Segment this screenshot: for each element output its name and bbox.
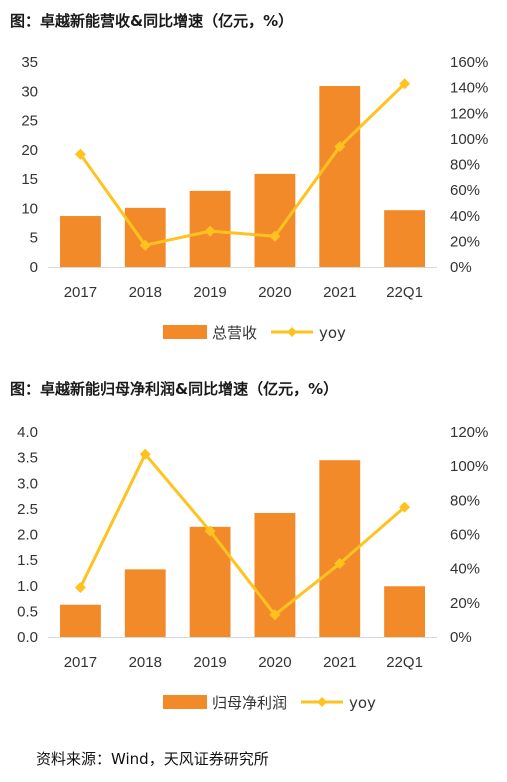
chart1-yoy-point xyxy=(204,225,216,237)
chart2-yoy-point xyxy=(139,448,151,460)
chart1-x-tick-label: 2019 xyxy=(193,284,226,301)
chart2-bar xyxy=(59,604,101,637)
chart2-y-right-tick-label: 80% xyxy=(450,492,480,509)
chart1-yoy-point xyxy=(74,148,86,160)
net-profit-chart: 0.0 0.5 1.0 1.5 2.0 2.5 3.0 3.5 4.0 0% 20% 40% 60% 80… xyxy=(17,424,488,712)
chart1-y-left-tick-label: 35 xyxy=(21,54,38,71)
chart2-x-tick-label: 22Q1 xyxy=(386,654,423,671)
chart1-y-left-tick-label: 25 xyxy=(21,113,38,130)
chart1-x-tick-label: 2017 xyxy=(64,284,97,301)
chart1-y-right-tick-label: 40% xyxy=(450,208,480,225)
chart1-bar xyxy=(319,86,361,267)
chart2-y-left-tick-label: 0.5 xyxy=(17,603,38,620)
chart2-y-left-tick-label: 1.5 xyxy=(17,552,38,569)
chart2-y-left-tick-label: 2.5 xyxy=(17,501,38,518)
chart2-legend-line-label: yoy xyxy=(349,694,376,712)
chart1-y-right-tick-label: 60% xyxy=(450,182,480,199)
chart1-y-left-tick-label: 15 xyxy=(21,171,38,188)
chart2-legend-line-marker xyxy=(317,697,327,707)
chart2-y-left-tick-label: 2.0 xyxy=(17,527,38,544)
chart1-legend-bar-label: 总营收 xyxy=(212,324,257,342)
chart2-y-left-tick-label: 0.0 xyxy=(17,629,38,646)
chart1-x-tick-label: 2021 xyxy=(323,284,356,301)
chart1-y-left-tick-label: 20 xyxy=(21,142,38,159)
chart1-yoy-point xyxy=(269,230,281,242)
chart1-x-tick-label: 22Q1 xyxy=(386,284,423,301)
chart2-y-left-tick-label: 3.0 xyxy=(17,475,38,492)
chart1-legend-line-label: yoy xyxy=(319,324,346,342)
chart2-bar xyxy=(319,460,361,637)
chart2-bar xyxy=(384,586,426,637)
chart2-x-tick-label: 2017 xyxy=(64,654,97,671)
chart2-y-right-tick-label: 60% xyxy=(450,527,480,544)
chart1-yoy-line xyxy=(79,82,406,247)
chart1-title: 图：卓越新能营收&同比增速（亿元，%） xyxy=(10,12,294,30)
chart1-yoy-point xyxy=(399,78,411,90)
chart2-y-left-tick-label: 4.0 xyxy=(17,424,38,441)
chart1-y-right-tick-label: 160% xyxy=(450,54,488,71)
chart1-y-right-tick-label: 120% xyxy=(450,105,488,122)
chart2-y-left-tick-label: 1.0 xyxy=(17,578,38,595)
chart2-yoy-point xyxy=(74,581,86,593)
chart1-y-right-tick-label: 20% xyxy=(450,233,480,250)
revenue-chart: 0 5 10 15 20 25 30 35 0% 20% 40% 60% 80% 100% 120% 140%… xyxy=(21,54,488,342)
chart1-x-tick-label: 2020 xyxy=(258,284,291,301)
chart1-y-left-tick-label: 0 xyxy=(30,259,38,276)
chart1-yoy-point xyxy=(139,239,151,251)
chart2-y-right-tick-label: 120% xyxy=(450,424,488,441)
chart1-x-tick-label: 2018 xyxy=(129,284,162,301)
chart2-y-right-tick-label: 40% xyxy=(450,561,480,578)
chart1-yoy-point xyxy=(334,141,346,153)
chart1-y-right-tick-label: 140% xyxy=(450,80,488,97)
chart1-y-left-tick-label: 30 xyxy=(21,83,38,100)
chart2-x-tick-label: 2018 xyxy=(129,654,162,671)
source-note: 资料来源：Wind，天风证券研究所 xyxy=(36,750,269,768)
chart2-x-tick-label: 2021 xyxy=(323,654,356,671)
chart2-bar xyxy=(124,569,166,637)
chart1-legend-line-marker xyxy=(287,327,297,337)
chart1-bar xyxy=(59,216,101,267)
chart2-legend-bar-label: 归母净利润 xyxy=(212,694,287,712)
chart2-y-left-tick-label: 3.5 xyxy=(17,450,38,467)
chart2-title: 图：卓越新能归母净利润&同比增速（亿元，%） xyxy=(10,380,339,398)
chart1-y-right-tick-label: 100% xyxy=(450,131,488,148)
chart1-y-right-tick-label: 80% xyxy=(450,157,480,174)
chart1-y-left-tick-label: 10 xyxy=(21,200,38,217)
chart1-bar xyxy=(254,173,296,267)
chart1-y-left-tick-label: 5 xyxy=(30,230,38,247)
chart2-legend-bar-swatch xyxy=(163,695,207,709)
chart1-bar xyxy=(384,210,426,267)
chart1-legend-bar-swatch xyxy=(163,325,207,339)
chart2-y-right-tick-label: 0% xyxy=(450,629,472,646)
chart1-bar xyxy=(124,207,166,267)
chart2-x-tick-label: 2019 xyxy=(193,654,226,671)
chart2-x-tick-label: 2020 xyxy=(258,654,291,671)
chart2-yoy-point xyxy=(269,609,281,621)
chart2-y-right-tick-label: 100% xyxy=(450,458,488,475)
chart2-yoy-point xyxy=(204,525,216,537)
chart2-yoy-point xyxy=(334,558,346,570)
chart1-y-right-tick-label: 0% xyxy=(450,259,472,276)
chart2-yoy-line xyxy=(79,452,406,617)
chart2-bar xyxy=(189,526,231,637)
chart2-y-right-tick-label: 20% xyxy=(450,595,480,612)
